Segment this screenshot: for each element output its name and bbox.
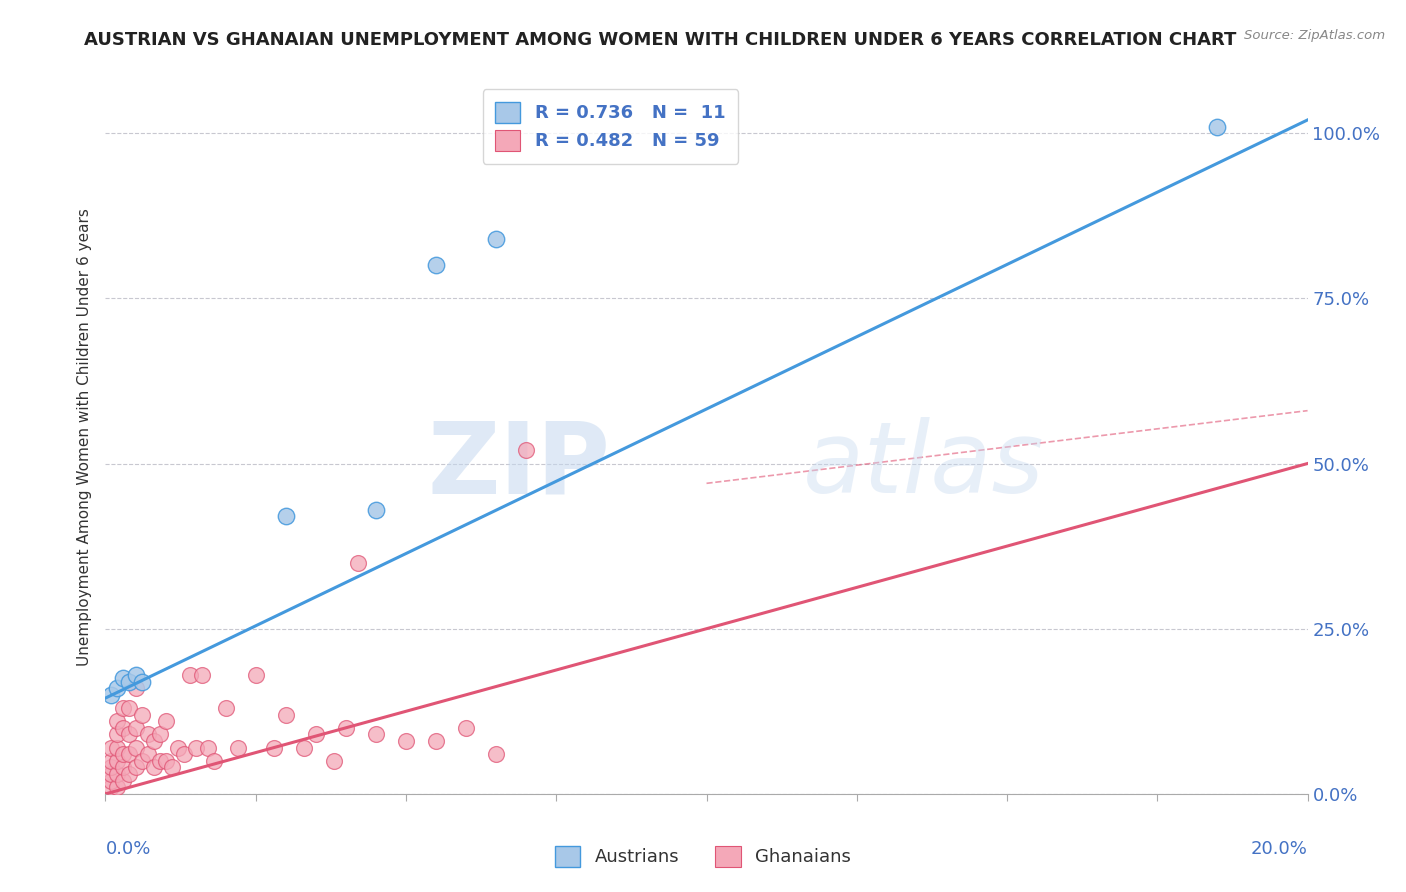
Point <box>179 668 201 682</box>
Point <box>364 727 387 741</box>
Point <box>136 747 159 762</box>
Point <box>322 754 344 768</box>
Text: Source: ZipAtlas.com: Source: ZipAtlas.com <box>1244 29 1385 42</box>
Point <box>131 674 153 689</box>
Point <box>274 707 297 722</box>
Point <box>173 747 195 762</box>
Point <box>100 740 122 755</box>
Legend: R = 0.736   N =  11, R = 0.482   N = 59: R = 0.736 N = 11, R = 0.482 N = 59 <box>482 89 738 163</box>
Point <box>118 767 141 781</box>
Point <box>155 714 177 729</box>
Legend: Austrians, Ghanaians: Austrians, Ghanaians <box>548 838 858 874</box>
Point <box>184 740 207 755</box>
Point <box>214 701 236 715</box>
Point <box>124 668 146 682</box>
Point <box>112 773 135 788</box>
Point <box>107 714 129 729</box>
Y-axis label: Unemployment Among Women with Children Under 6 years: Unemployment Among Women with Children U… <box>76 208 91 666</box>
Point <box>305 727 328 741</box>
Point <box>148 727 170 741</box>
Point <box>100 760 122 774</box>
Text: 20.0%: 20.0% <box>1251 840 1308 858</box>
Point <box>160 760 183 774</box>
Text: ZIP: ZIP <box>427 417 610 514</box>
Point <box>274 509 297 524</box>
Point <box>263 740 285 755</box>
Point <box>100 754 122 768</box>
Point <box>395 734 418 748</box>
Point <box>100 780 122 795</box>
Point <box>166 740 188 755</box>
Point <box>107 767 129 781</box>
Point <box>112 701 135 715</box>
Text: atlas: atlas <box>803 417 1045 514</box>
Point <box>347 556 370 570</box>
Point <box>515 443 537 458</box>
Point <box>136 727 159 741</box>
Point <box>454 721 477 735</box>
Point <box>202 754 225 768</box>
Point <box>148 754 170 768</box>
Point <box>112 760 135 774</box>
Point <box>118 701 141 715</box>
Point <box>485 747 508 762</box>
Point <box>142 760 165 774</box>
Point <box>425 258 447 272</box>
Point <box>226 740 249 755</box>
Point <box>107 740 129 755</box>
Point <box>107 681 129 695</box>
Point <box>112 747 135 762</box>
Point <box>131 707 153 722</box>
Point <box>118 747 141 762</box>
Point <box>118 674 141 689</box>
Point <box>1206 120 1229 134</box>
Point <box>364 502 387 516</box>
Point <box>100 767 122 781</box>
Point <box>425 734 447 748</box>
Point <box>124 681 146 695</box>
Point <box>190 668 212 682</box>
Point <box>485 232 508 246</box>
Point <box>142 734 165 748</box>
Point <box>112 721 135 735</box>
Point <box>335 721 357 735</box>
Point <box>124 760 146 774</box>
Point <box>107 780 129 795</box>
Point <box>197 740 219 755</box>
Point <box>131 754 153 768</box>
Point <box>124 740 146 755</box>
Point <box>245 668 267 682</box>
Point <box>118 727 141 741</box>
Point <box>100 688 122 702</box>
Point <box>100 773 122 788</box>
Point <box>124 721 146 735</box>
Text: AUSTRIAN VS GHANAIAN UNEMPLOYMENT AMONG WOMEN WITH CHILDREN UNDER 6 YEARS CORREL: AUSTRIAN VS GHANAIAN UNEMPLOYMENT AMONG … <box>84 31 1237 49</box>
Point <box>112 671 135 685</box>
Point <box>292 740 315 755</box>
Point <box>155 754 177 768</box>
Text: 0.0%: 0.0% <box>105 840 150 858</box>
Point <box>107 727 129 741</box>
Point <box>107 754 129 768</box>
